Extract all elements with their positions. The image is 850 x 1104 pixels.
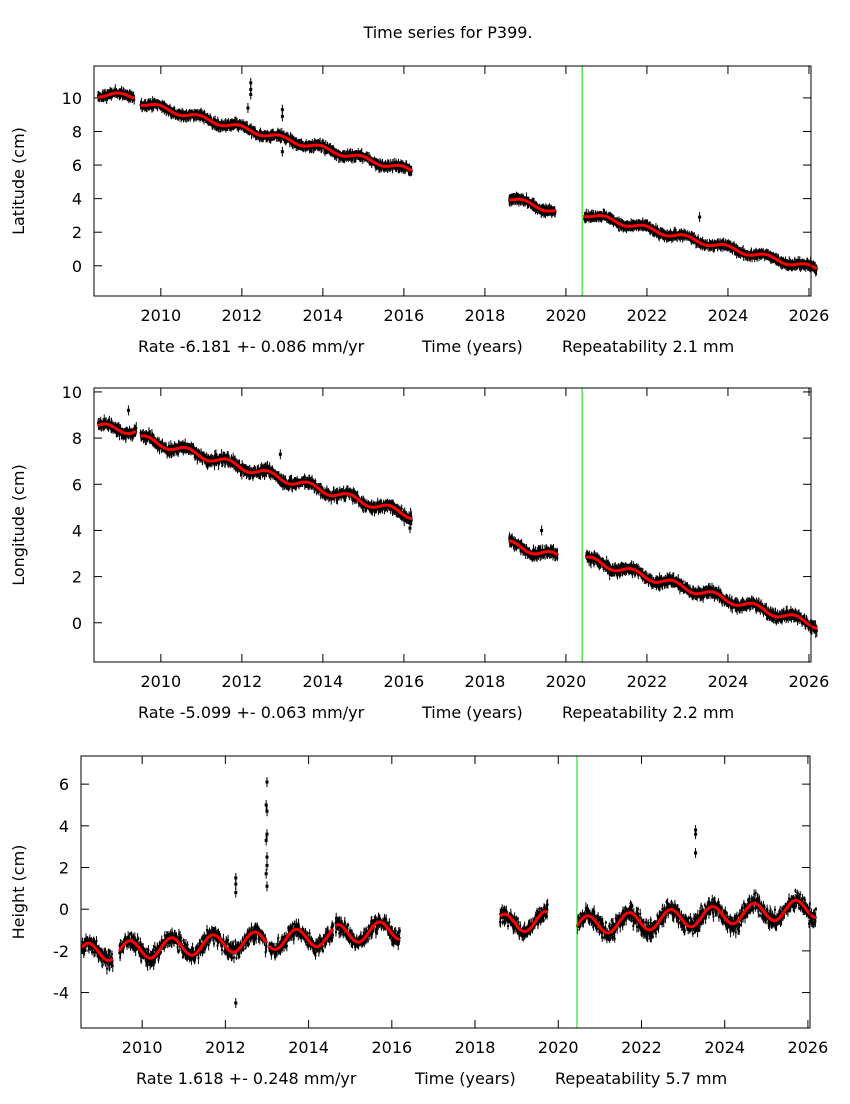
y-tick-label: 2	[72, 223, 82, 242]
x-tick-label: 2014	[303, 306, 344, 325]
x-tick-label: 2022	[627, 672, 668, 691]
repeatability-label: Repeatability 2.1 mm	[562, 337, 734, 356]
outlier-point	[246, 106, 249, 109]
y-tick-label: 4	[72, 521, 82, 540]
outlier-point	[281, 150, 284, 153]
y-axis-label: Latitude (cm)	[9, 127, 28, 235]
x-tick-label: 2016	[384, 306, 425, 325]
data-point	[168, 445, 170, 447]
y-tick-label: 0	[72, 257, 82, 276]
plot-frame	[94, 66, 811, 296]
x-tick-label: 2014	[303, 672, 344, 691]
y-tick-label: 8	[72, 122, 82, 141]
x-tick-label: 2012	[221, 672, 262, 691]
x-tick-label: 2010	[140, 306, 181, 325]
data-points	[97, 405, 818, 638]
x-tick-label: 2024	[708, 306, 749, 325]
y-tick-label: 0	[72, 614, 82, 633]
panel-1: 2010 2012 2014 2016 2018 2020 2022 2024 2026 0 2 4 6…	[9, 383, 829, 722]
x-tick-label: 2020	[546, 672, 587, 691]
outlier-point	[698, 216, 701, 219]
y-tick-label: 2	[72, 568, 82, 587]
x-tick-label: 2022	[627, 306, 668, 325]
y-tick-label: 4	[72, 190, 82, 209]
x-tick-label: 2018	[465, 672, 506, 691]
x-tick-label: 2026	[789, 306, 830, 325]
outlier-point	[249, 81, 252, 84]
x-tick-label: 2020	[546, 306, 587, 325]
x-tick-label: 2010	[140, 672, 181, 691]
y-tick-label: 6	[72, 475, 82, 494]
y-tick-label: 10	[62, 383, 82, 402]
y-tick-label: 8	[72, 429, 82, 448]
x-axis-label: Time (years)	[421, 337, 523, 356]
y-tick-label: 6	[72, 156, 82, 175]
x-tick-label: 2024	[708, 672, 749, 691]
outlier-point	[281, 108, 284, 111]
outlier-point	[249, 93, 252, 96]
x-tick-label: 2026	[789, 672, 830, 691]
x-tick-label: 2018	[465, 306, 506, 325]
outlier-point	[281, 115, 284, 118]
rate-label: Rate -6.181 +- 0.086 mm/yr	[138, 337, 365, 356]
y-tick-label: 10	[62, 89, 82, 108]
figure-title: Time series for P399.	[362, 23, 532, 42]
x-tick-label: 2016	[384, 672, 425, 691]
data-point	[135, 427, 137, 429]
x-tick-label: 2012	[221, 306, 262, 325]
panel-0: 2010 2012 2014 2016 2018 2020 2022 2024 2026 0 2 4 6…	[9, 66, 829, 356]
